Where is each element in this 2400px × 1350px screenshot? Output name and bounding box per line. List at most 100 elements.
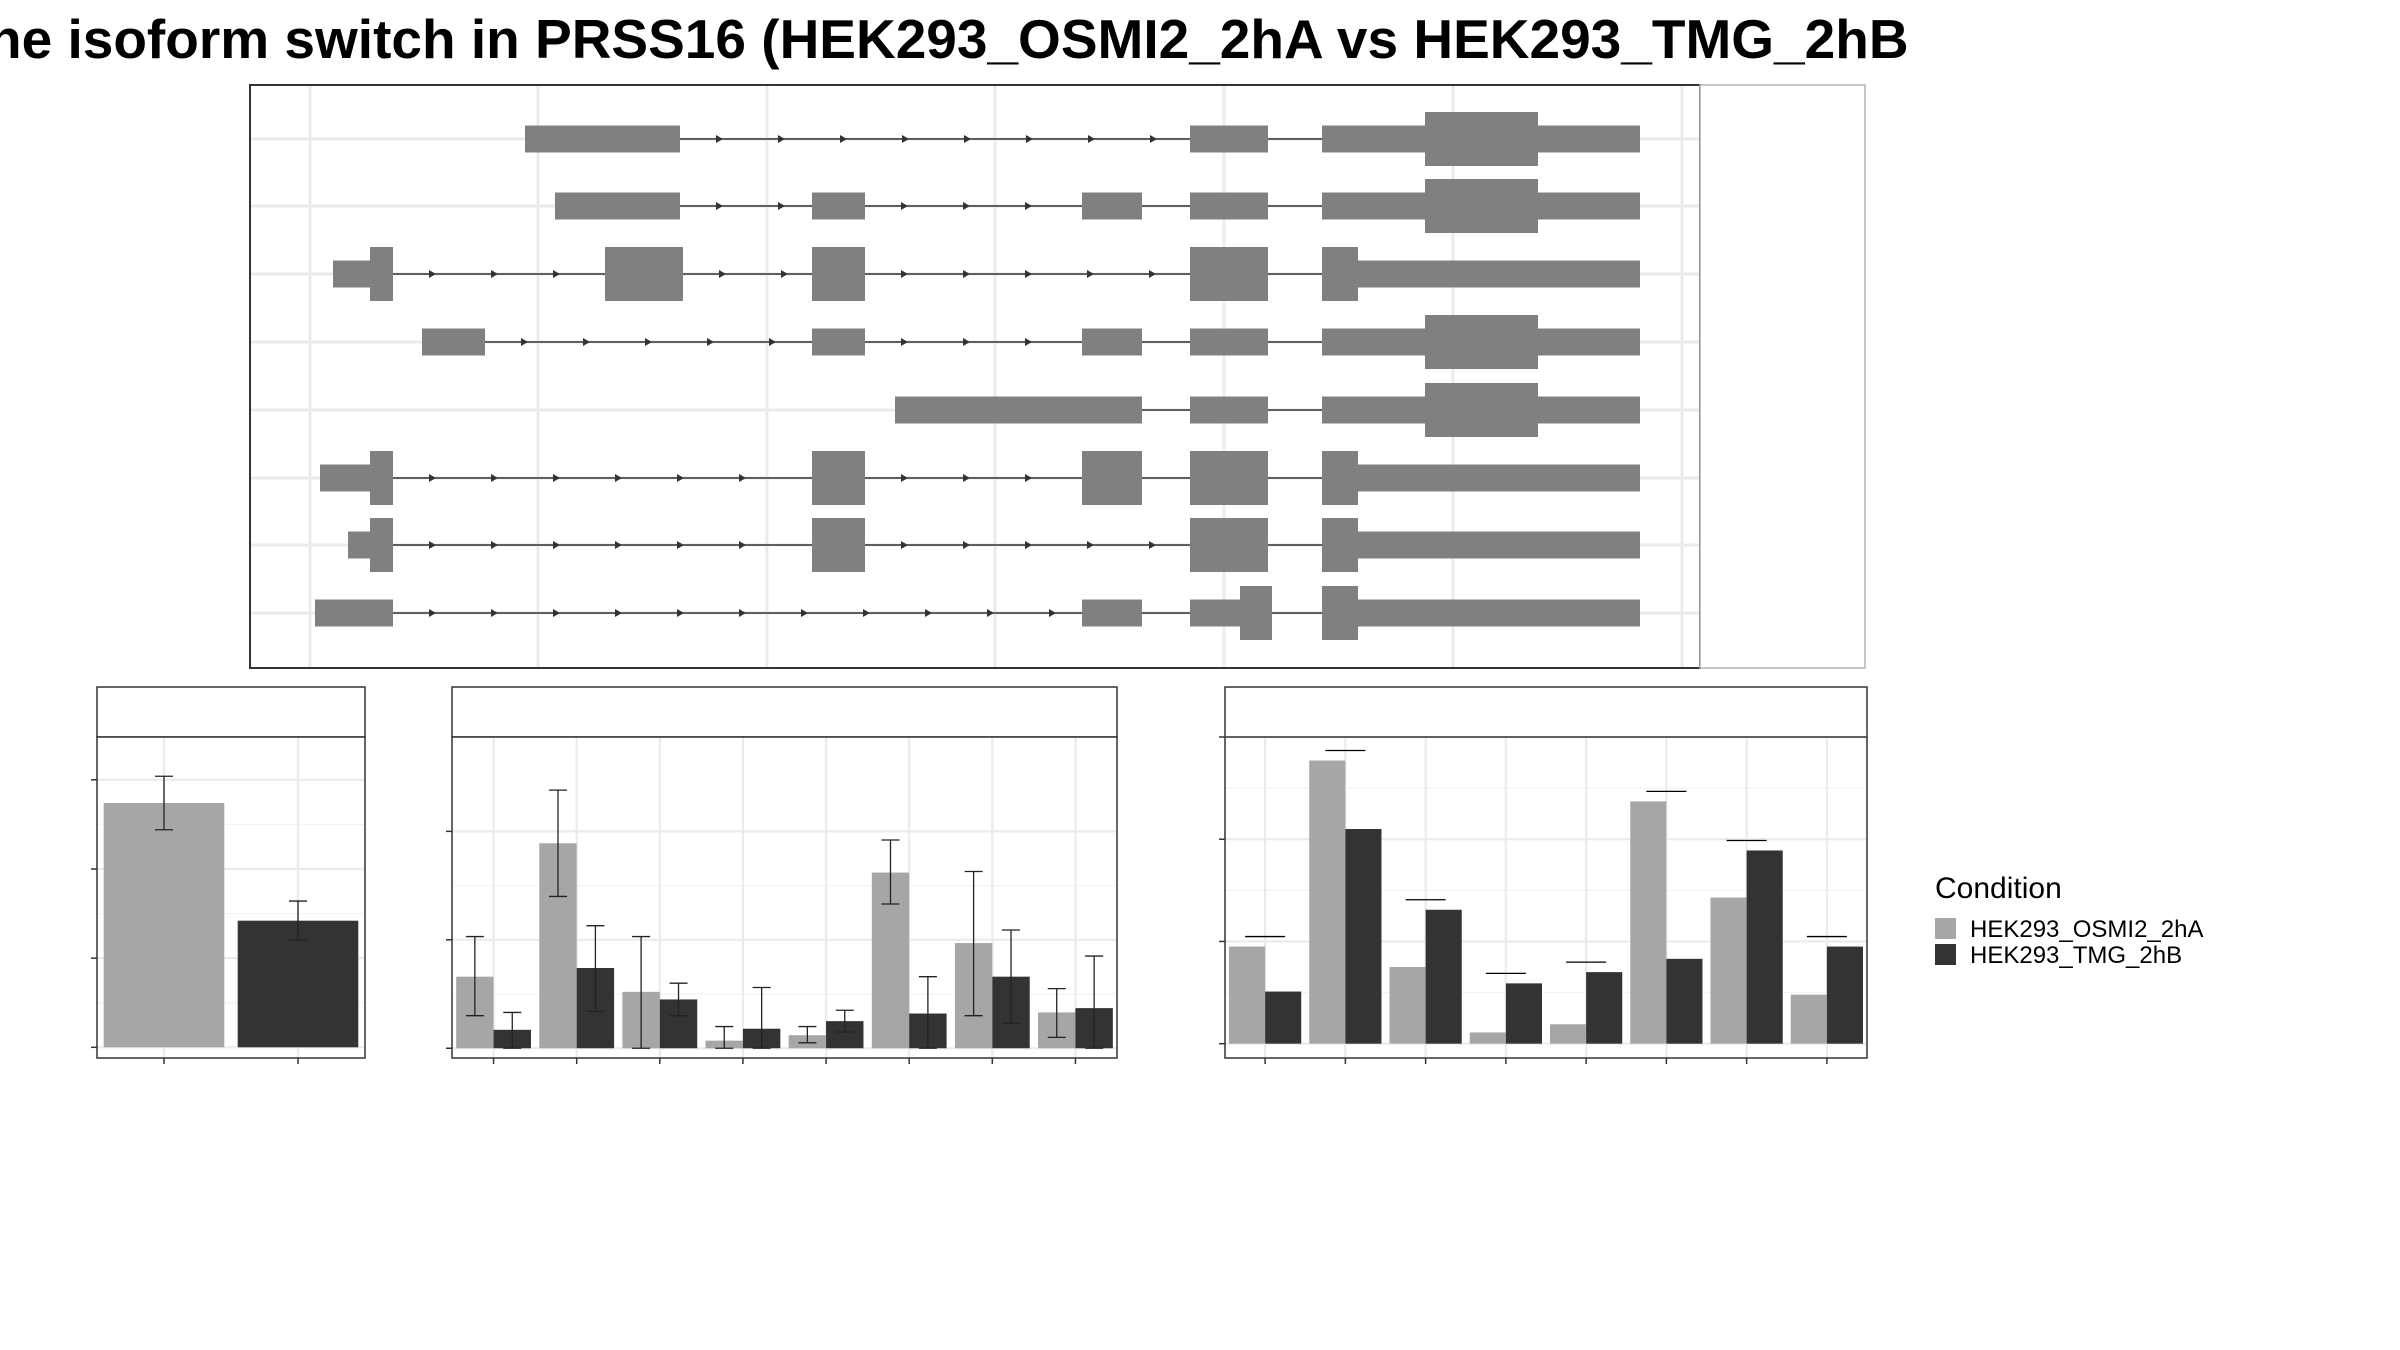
exon-block — [1425, 112, 1538, 166]
bar — [103, 802, 225, 1048]
intron-direction-arrow — [707, 338, 714, 346]
exon-block — [370, 247, 393, 301]
intron-direction-arrow — [645, 338, 652, 346]
exon-block — [333, 260, 370, 288]
exon-block — [1082, 328, 1142, 356]
exon-block — [1190, 451, 1268, 505]
exon-block — [1082, 451, 1142, 505]
intron-direction-arrow — [716, 135, 723, 143]
exon-block — [315, 599, 393, 627]
intron-direction-arrow — [964, 135, 971, 143]
intron-direction-arrow — [901, 474, 908, 482]
intron-direction-arrow — [716, 202, 723, 210]
intron-direction-arrow — [583, 338, 590, 346]
intron-direction-arrow — [1026, 135, 1033, 143]
intron-direction-arrow — [1087, 270, 1094, 278]
exon-block — [1190, 396, 1268, 424]
isoform-expression-panel — [446, 686, 1118, 1064]
intron-direction-arrow — [553, 474, 560, 482]
exon-block — [1190, 125, 1268, 153]
intron-direction-arrow — [615, 474, 622, 482]
intron-direction-arrow — [677, 609, 684, 617]
intron-direction-arrow — [553, 541, 560, 549]
intron-direction-arrow — [615, 541, 622, 549]
exon-block — [1190, 247, 1268, 301]
isoform-usage-panel — [1219, 686, 1868, 1064]
intron-direction-arrow — [778, 135, 785, 143]
intron-direction-arrow — [901, 202, 908, 210]
legend-label-condition-b: HEK293_TMG_2hB — [1970, 942, 2182, 969]
exon-block — [812, 328, 865, 356]
gene-expression-panel — [91, 686, 366, 1064]
legend-label-condition-a: HEK293_OSMI2_2hA — [1970, 916, 2203, 943]
bar-condition-b — [1425, 909, 1462, 1044]
exon-block — [348, 531, 370, 559]
exon-block — [1538, 328, 1640, 356]
intron-direction-arrow — [781, 270, 788, 278]
bar-condition-a — [1389, 967, 1426, 1044]
bar-condition-b — [1746, 850, 1783, 1044]
intron-direction-arrow — [1025, 338, 1032, 346]
exon-block — [1425, 315, 1538, 369]
exon-block — [812, 451, 865, 505]
intron-direction-arrow — [677, 541, 684, 549]
intron-direction-arrow — [1025, 541, 1032, 549]
exon-block — [370, 518, 393, 572]
intron-direction-arrow — [553, 270, 560, 278]
intron-direction-arrow — [615, 609, 622, 617]
bar-condition-b — [1826, 946, 1863, 1044]
panel-strip — [96, 686, 366, 738]
intron-direction-arrow — [901, 270, 908, 278]
exon-block — [1190, 192, 1268, 220]
intron-direction-arrow — [863, 609, 870, 617]
intron-direction-arrow — [1150, 135, 1157, 143]
exon-block — [1322, 586, 1358, 640]
intron-direction-arrow — [429, 541, 436, 549]
intron-direction-arrow — [925, 609, 932, 617]
intron-direction-arrow — [1088, 135, 1095, 143]
intron-direction-arrow — [963, 338, 970, 346]
exon-block — [812, 247, 865, 301]
intron-direction-arrow — [521, 338, 528, 346]
exon-block — [1322, 328, 1425, 356]
facet-strip-right — [1699, 84, 1866, 669]
bar-condition-b — [1586, 972, 1623, 1044]
exon-block — [1190, 328, 1268, 356]
bar-condition-a — [1469, 1032, 1506, 1044]
exon-block — [1082, 599, 1142, 627]
exon-block — [1358, 599, 1640, 627]
bar-condition-a — [1790, 994, 1827, 1044]
panel-strip — [451, 686, 1118, 738]
intron-direction-arrow — [1087, 541, 1094, 549]
intron-direction-arrow — [963, 474, 970, 482]
intron-direction-arrow — [963, 270, 970, 278]
panel-strip — [1224, 686, 1868, 738]
intron-direction-arrow — [491, 270, 498, 278]
exon-block — [812, 192, 865, 220]
exon-block — [422, 328, 485, 356]
intron-direction-arrow — [1149, 541, 1156, 549]
panel-border — [1224, 736, 1868, 1059]
plot-title: ne isoform switch in PRSS16 (HEK293_OSMI… — [0, 8, 1909, 70]
exon-block — [1322, 125, 1425, 153]
intron-direction-arrow — [840, 135, 847, 143]
intron-direction-arrow — [491, 609, 498, 617]
intron-direction-arrow — [1149, 270, 1156, 278]
panel-border — [451, 736, 1118, 1059]
intron-direction-arrow — [1025, 202, 1032, 210]
exon-block — [1358, 531, 1640, 559]
exon-block — [605, 247, 683, 301]
legend-swatch-condition-b — [1935, 944, 1956, 965]
intron-direction-arrow — [719, 270, 726, 278]
bar-condition-a — [1630, 801, 1667, 1044]
intron-direction-arrow — [963, 202, 970, 210]
intron-direction-arrow — [553, 609, 560, 617]
intron-direction-arrow — [429, 270, 436, 278]
bar-condition-a — [1710, 897, 1747, 1044]
exon-block — [1240, 586, 1272, 640]
intron-direction-arrow — [963, 541, 970, 549]
intron-direction-arrow — [902, 135, 909, 143]
bar-condition-b — [1666, 958, 1703, 1044]
intron-direction-arrow — [429, 609, 436, 617]
